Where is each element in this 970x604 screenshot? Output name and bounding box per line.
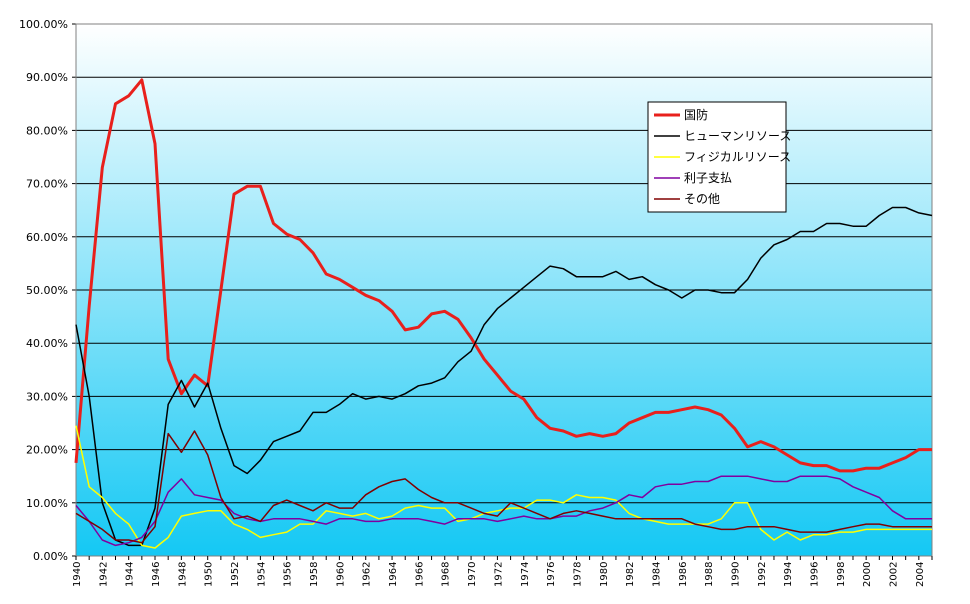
series-line-4 bbox=[75, 475, 932, 547]
x-tick-label: 1978 bbox=[572, 562, 583, 587]
x-tick-label: 1966 bbox=[414, 562, 425, 587]
x-tick-label: 2000 bbox=[862, 562, 873, 587]
x-tick-label: 1952 bbox=[230, 562, 241, 587]
x-tick-label: 1968 bbox=[441, 562, 452, 587]
x-tick-label: 1950 bbox=[204, 562, 215, 587]
y-tick-label: 100.00% bbox=[19, 18, 68, 31]
legend-label: 国防 bbox=[684, 107, 708, 122]
y-axis-tick-labels: 0.00% 10.00% 20.00% 30.00% 40.00% 50.00% 60.00… bbox=[19, 18, 68, 563]
x-tick-label: 1970 bbox=[467, 562, 478, 587]
x-tick-label: 1982 bbox=[625, 562, 636, 587]
x-tick-label: 1992 bbox=[757, 562, 768, 587]
legend-label: ヒューマンリソース bbox=[684, 129, 791, 143]
x-tick-label: 1958 bbox=[309, 562, 320, 587]
x-tick-label: 2002 bbox=[888, 562, 899, 587]
x-tick-label: 1994 bbox=[783, 562, 794, 587]
x-tick-label: 1946 bbox=[151, 562, 162, 587]
y-tick-label: 0.00% bbox=[33, 550, 68, 563]
x-tick-label: 1984 bbox=[651, 562, 662, 587]
x-tick-label: 1942 bbox=[98, 562, 109, 587]
series-line-2 bbox=[75, 206, 933, 547]
x-tick-label: 1944 bbox=[125, 562, 136, 587]
x-tick-label: 1986 bbox=[678, 562, 689, 587]
series-line-5 bbox=[75, 430, 932, 544]
x-tick-label: 1956 bbox=[283, 562, 294, 587]
legend-label: 利子支払 bbox=[684, 171, 732, 185]
y-tick-label: 70.00% bbox=[26, 178, 68, 191]
legend-label: フィジカルリソース bbox=[684, 150, 791, 164]
x-tick-label: 1976 bbox=[546, 562, 557, 587]
y-tick-label: 40.00% bbox=[26, 337, 68, 350]
x-tick-label: 1980 bbox=[599, 562, 610, 587]
x-tick-label: 1988 bbox=[704, 562, 715, 587]
x-tick-label: 1948 bbox=[177, 562, 188, 587]
x-tick-label: 1974 bbox=[520, 562, 531, 587]
legend-label: その他 bbox=[684, 192, 720, 206]
legend-box bbox=[647, 101, 787, 213]
x-tick-label: 1996 bbox=[809, 562, 820, 587]
x-tick-label: 1940 bbox=[72, 562, 83, 587]
y-tick-label: 90.00% bbox=[26, 71, 68, 84]
x-tick-label: 1998 bbox=[836, 562, 847, 587]
x-tick-label: 1960 bbox=[335, 562, 346, 587]
series-line-1 bbox=[74, 78, 932, 473]
x-tick-label: 1954 bbox=[256, 562, 267, 587]
y-tick-label: 60.00% bbox=[26, 231, 68, 244]
x-tick-label: 1972 bbox=[493, 562, 504, 587]
y-tick-label: 50.00% bbox=[26, 284, 68, 297]
x-tick-label: 1990 bbox=[730, 562, 741, 587]
series-lines bbox=[74, 78, 933, 549]
y-tick-label: 30.00% bbox=[26, 390, 68, 403]
gridlines bbox=[72, 23, 933, 560]
x-tick-label: 1962 bbox=[362, 562, 373, 587]
x-tick-label: 2004 bbox=[915, 562, 926, 587]
y-tick-label: 10.00% bbox=[26, 497, 68, 510]
x-axis-tick-labels: 1940 1942 1944 1946 1948 1950 1952 1954 1956 1958… bbox=[72, 562, 926, 587]
y-tick-label: 80.00% bbox=[26, 124, 68, 137]
x-tick-label: 1964 bbox=[388, 562, 399, 587]
y-tick-label: 20.00% bbox=[26, 444, 68, 457]
